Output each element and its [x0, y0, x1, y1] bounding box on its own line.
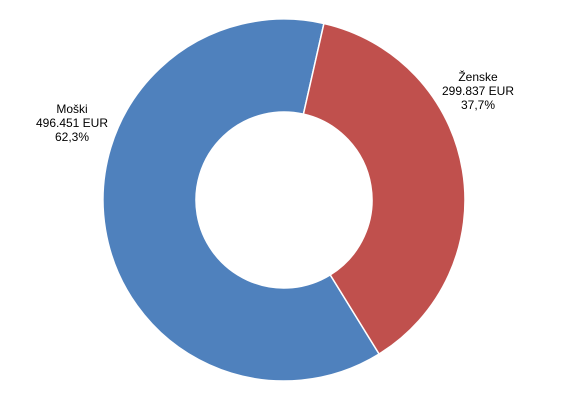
slice-category-label: Ženske: [458, 69, 498, 84]
slice-value-label: 299.837 EUR: [442, 84, 514, 98]
slice-value-label: 496.451 EUR: [36, 116, 108, 130]
slice-percent-label: 62,3%: [55, 130, 89, 144]
donut-slice: [102, 18, 381, 382]
slice-percent-label: 37,7%: [461, 98, 495, 112]
slice-category-label: Moški: [56, 102, 87, 116]
donut-slice: [302, 22, 466, 356]
